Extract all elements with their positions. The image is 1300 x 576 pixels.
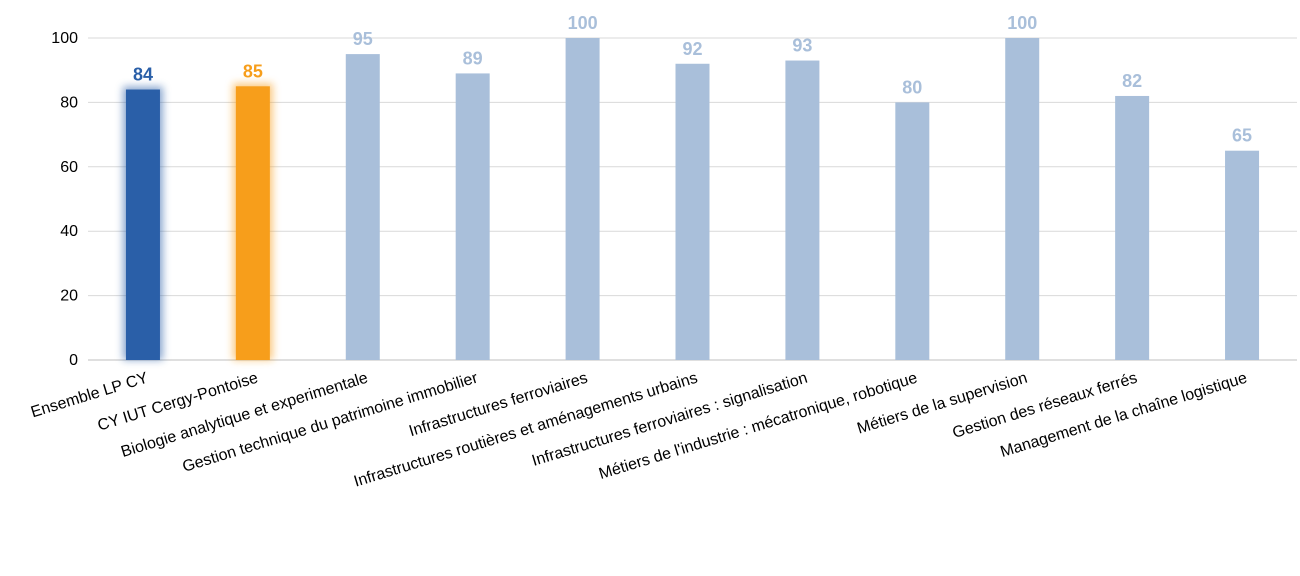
data-label: 95	[353, 29, 373, 49]
y-tick-label: 80	[60, 94, 78, 111]
bar	[785, 60, 820, 360]
bar	[565, 38, 600, 360]
data-label: 65	[1232, 126, 1252, 146]
bar	[675, 63, 710, 360]
y-tick-label: 60	[60, 159, 78, 176]
bar	[1225, 150, 1260, 360]
bar	[1115, 95, 1150, 361]
bar	[455, 73, 490, 361]
data-label: 100	[568, 13, 598, 33]
data-label: 84	[133, 65, 153, 85]
bar	[345, 54, 380, 360]
data-label: 80	[902, 77, 922, 97]
bar	[895, 102, 930, 361]
y-tick-label: 40	[60, 223, 78, 240]
data-label: 89	[463, 48, 483, 68]
data-label: 93	[792, 36, 812, 56]
y-tick-label: 0	[69, 352, 78, 369]
bar	[235, 86, 270, 361]
data-labels: 84 85 95 89 100 92 93 80 100 82 65	[133, 13, 1252, 146]
data-label: 82	[1122, 71, 1142, 91]
data-label: 100	[1007, 13, 1037, 33]
y-tick-label: 20	[60, 288, 78, 305]
y-tick-label: 100	[51, 30, 78, 47]
data-label: 85	[243, 61, 263, 81]
bar	[125, 89, 160, 361]
bars	[122, 38, 1260, 361]
bar	[1005, 38, 1040, 360]
data-label: 92	[682, 39, 702, 59]
y-axis: 0 20 40 60 80 100	[51, 30, 78, 369]
